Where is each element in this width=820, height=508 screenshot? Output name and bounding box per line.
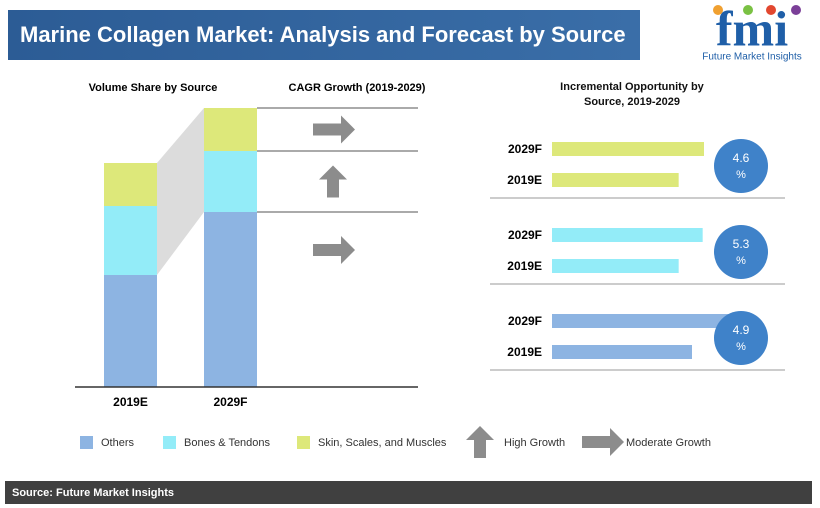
- x-tick-label: 2029F: [213, 395, 247, 409]
- cagr-value: 4.6: [733, 151, 750, 165]
- logo-dot: [713, 5, 723, 15]
- hbar: [552, 259, 679, 273]
- cagr-circle: [714, 225, 768, 279]
- legend-label: High Growth: [504, 437, 565, 449]
- y-tick-label: 2029F: [508, 142, 542, 156]
- growth-arrow: [319, 165, 347, 198]
- logo-dot: [791, 5, 801, 15]
- legend-label: Others: [101, 437, 135, 449]
- logo-dot: [743, 5, 753, 15]
- cagr-unit: %: [736, 341, 746, 353]
- bar-segment: [204, 108, 257, 151]
- y-tick-label: 2029F: [508, 314, 542, 328]
- cagr-circle: [714, 139, 768, 193]
- cagr-circle: [714, 311, 768, 365]
- bar-segment: [104, 275, 157, 387]
- hbar: [552, 345, 692, 359]
- cagr-value: 4.9: [733, 323, 750, 337]
- hbar: [552, 228, 703, 242]
- y-tick-label: 2029F: [508, 228, 542, 242]
- hbar: [552, 173, 679, 187]
- hbar: [552, 314, 748, 328]
- bar-segment: [204, 151, 257, 212]
- legend-swatch: [297, 436, 310, 449]
- chart-title: Incremental Opportunity by Source, 2019-…: [560, 81, 704, 108]
- legend-label: Skin, Scales, and Muscles: [318, 437, 447, 449]
- growth-arrow: [313, 236, 355, 264]
- logo-dot: [766, 5, 776, 15]
- legend-label: Moderate Growth: [626, 437, 711, 449]
- chart-title: CAGR Growth (2019-2029): [289, 82, 426, 94]
- legend-arrow: [582, 428, 624, 456]
- y-tick-label: 2019E: [507, 345, 542, 359]
- legend-label: Bones & Tendons: [184, 437, 271, 449]
- bar-segment: [104, 163, 157, 206]
- hbar: [552, 142, 704, 156]
- bar-segment: [204, 212, 257, 387]
- connector: [157, 108, 204, 275]
- cagr-value: 5.3: [733, 237, 750, 251]
- source: Source: Future Market Insights: [12, 487, 174, 499]
- header-bar: [8, 10, 640, 60]
- cagr-unit: %: [736, 255, 746, 267]
- footer-bar: [5, 481, 812, 504]
- cagr-unit: %: [736, 169, 746, 181]
- x-tick-label: 2019E: [113, 395, 148, 409]
- legend-swatch: [80, 436, 93, 449]
- y-tick-label: 2019E: [507, 173, 542, 187]
- logo-caption: Future Market Insights: [702, 52, 801, 63]
- y-tick-label: 2019E: [507, 259, 542, 273]
- chart-title: Volume Share by Source: [89, 82, 218, 94]
- bar-segment: [104, 206, 157, 275]
- title: Marine Collagen Market: Analysis and For…: [20, 22, 626, 47]
- growth-arrow: [313, 115, 355, 144]
- legend-arrow: [466, 426, 494, 458]
- legend-swatch: [163, 436, 176, 449]
